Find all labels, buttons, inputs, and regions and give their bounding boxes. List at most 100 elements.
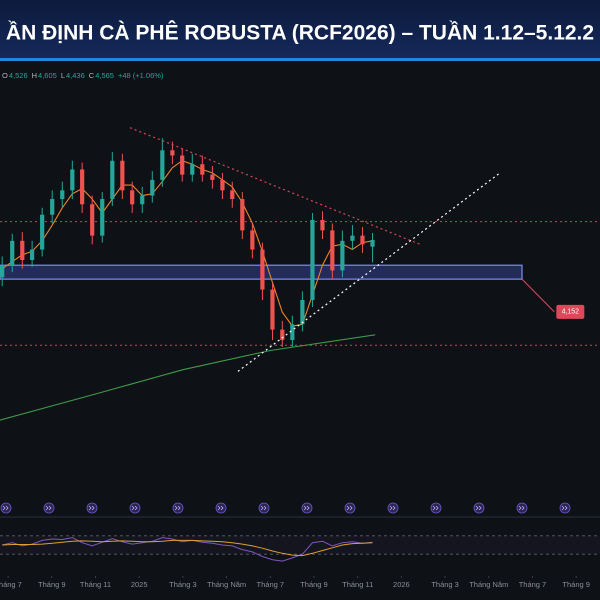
candle-body xyxy=(310,219,315,301)
trendline xyxy=(129,127,421,245)
replay-icon-arrow xyxy=(45,505,52,511)
candle-body xyxy=(340,240,345,271)
legend-value: 4,436 xyxy=(66,71,85,80)
candle-body xyxy=(80,169,85,205)
candle-body xyxy=(250,230,255,250)
replay-icon-arrow xyxy=(88,505,95,511)
legend-value: 4,565 xyxy=(95,71,114,80)
candle-body xyxy=(100,199,105,236)
candle-body xyxy=(40,214,45,250)
target-label-box xyxy=(556,304,585,319)
legend-change: +48 (+1.06%) xyxy=(118,71,164,80)
candle-body xyxy=(110,160,115,200)
replay-icon xyxy=(86,502,98,514)
title-banner xyxy=(0,0,600,58)
candle-body xyxy=(70,169,75,191)
candle-body xyxy=(180,155,185,175)
replay-icon xyxy=(172,502,184,514)
replay-icon-arrow xyxy=(303,505,310,511)
candle-body xyxy=(370,239,375,247)
replay-icon xyxy=(129,502,141,514)
x-tick-label: Tháng 7 xyxy=(519,580,547,589)
legend-value: 4,605 xyxy=(38,71,57,80)
replay-icon xyxy=(258,502,270,514)
replay-icon-arrow xyxy=(346,505,353,511)
candle-body xyxy=(350,235,355,241)
candle-body xyxy=(120,160,125,191)
x-tick-label: Tháng 7 xyxy=(0,580,22,589)
moving-average xyxy=(0,334,376,421)
legend-key: H xyxy=(32,71,37,80)
candle-body xyxy=(230,190,235,200)
candle-body xyxy=(50,199,55,215)
candle-body xyxy=(130,190,135,205)
candle-body xyxy=(240,199,245,231)
indicator-band xyxy=(0,535,600,555)
x-tick-label: 2026 xyxy=(393,580,410,589)
replay-icon-arrow xyxy=(475,505,482,511)
candle-body xyxy=(170,150,175,156)
banner-border xyxy=(0,58,600,61)
replay-icon xyxy=(430,502,442,514)
candle-body xyxy=(150,179,155,196)
replay-icon-arrow xyxy=(131,505,138,511)
candle-body xyxy=(270,289,275,330)
candle-body xyxy=(190,164,195,175)
replay-icon-arrow xyxy=(217,505,224,511)
candle-body xyxy=(330,230,335,271)
x-tick-label: Tháng Năm xyxy=(207,580,246,589)
replay-icon-arrow xyxy=(389,505,396,511)
x-tick-label: Tháng 11 xyxy=(80,580,111,589)
candle-body xyxy=(290,324,295,341)
replay-icon xyxy=(43,502,55,514)
replay-icon xyxy=(344,502,356,514)
candle-body xyxy=(30,249,35,260)
chart-title: ẦN ĐỊNH CÀ PHÊ ROBUSTA (RCF2026) – TUẦN … xyxy=(6,21,594,45)
candle-body xyxy=(60,190,65,200)
candle-body xyxy=(210,174,215,180)
replay-icon-arrow xyxy=(518,505,525,511)
candle-body xyxy=(220,179,225,191)
x-tick-label: Tháng 7 xyxy=(257,580,285,589)
replay-icon xyxy=(559,502,571,514)
replay-icon-arrow xyxy=(561,505,568,511)
legend-key: O xyxy=(2,71,8,80)
replay-icon xyxy=(387,502,399,514)
candle-body xyxy=(0,265,5,278)
candle-body xyxy=(90,204,95,236)
replay-icon-arrow xyxy=(260,505,267,511)
legend-value: 4,526 xyxy=(9,71,28,80)
x-tick-label: Tháng Năm xyxy=(469,580,508,589)
replay-icon xyxy=(0,502,12,514)
candle-body xyxy=(200,164,205,175)
x-tick-label: Tháng 11 xyxy=(342,580,373,589)
legend-key: L xyxy=(61,71,65,80)
replay-icon xyxy=(473,502,485,514)
x-tick-label: Tháng 3 xyxy=(431,580,459,589)
candle-body xyxy=(300,300,305,325)
replay-icon-arrow xyxy=(432,505,439,511)
x-tick-label: 2025 xyxy=(131,580,148,589)
candle-body xyxy=(160,150,165,180)
candle-body xyxy=(140,195,145,205)
replay-icon xyxy=(301,502,313,514)
candle-body xyxy=(260,249,265,290)
replay-icon xyxy=(516,502,528,514)
replay-icon-arrow xyxy=(2,505,9,511)
candle-body xyxy=(280,329,285,341)
x-tick-label: Tháng 9 xyxy=(38,580,66,589)
target-label: 4,152 xyxy=(562,309,580,316)
legend-key: C xyxy=(89,71,95,80)
candle-body xyxy=(20,240,25,260)
target-arrow xyxy=(521,278,555,313)
replay-icon xyxy=(215,502,227,514)
indicator-line xyxy=(2,539,373,557)
x-tick-label: Tháng 9 xyxy=(562,580,590,589)
candle-body xyxy=(320,219,325,231)
replay-icon-arrow xyxy=(174,505,181,511)
x-tick-label: Tháng 9 xyxy=(300,580,328,589)
x-tick-label: Tháng 3 xyxy=(169,580,197,589)
indicator-line xyxy=(2,537,373,562)
